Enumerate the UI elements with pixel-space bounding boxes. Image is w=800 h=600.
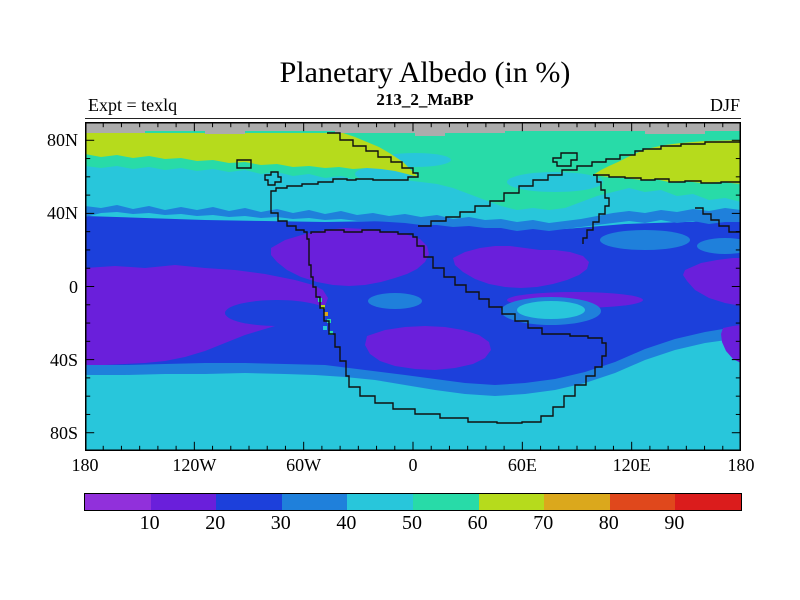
mountain-speck [321,305,325,309]
lon-tick-label: 120E [612,455,651,475]
colorbar-segment [675,494,741,510]
colorbar-segment [347,494,413,510]
colorbar-tick-label: 70 [533,512,554,534]
band-yellowgreen-east [593,140,741,184]
band-midblue-north [85,205,741,231]
axis-ticks [86,123,740,450]
coastline [593,174,741,184]
lat-tick-label: 80S [49,422,78,443]
band-yellowgreen-west [85,133,418,177]
colorbar-tick-label: 30 [270,512,291,534]
lat-tick-label: 40N [47,203,78,224]
season-label: DJF [709,95,740,115]
coastline [270,132,607,424]
colorbar-segment [281,494,348,510]
lat-tick-label: 80N [47,130,78,151]
mountain-speck [324,312,328,316]
coast-islet-box [236,159,252,169]
lon-tick-label: 60W [286,455,322,475]
colorbar-segment [478,494,545,510]
colorbar-tick-label: 40 [336,512,357,534]
colorbar-tick-label: 10 [139,512,160,534]
midblue-patch [697,238,741,254]
violet-south-central [365,326,491,370]
colorbar-segment [544,494,610,510]
coastline [418,140,741,227]
lat-tick-label: 0 [69,276,78,297]
colorbar-segment [216,494,282,510]
contour-map [85,122,741,451]
colorbar-tick-label: 20 [205,512,226,534]
contour-map-svg [85,122,741,451]
colorbar-segment [609,494,676,510]
violet-northeast [453,246,589,288]
coast-islet [264,171,282,186]
colorbar-segment [412,494,479,510]
colorbar-segment [150,494,217,510]
coastline-outlines [236,132,741,424]
lat-tick-label: 40S [49,349,78,370]
lon-tick-label: 0 [408,455,418,475]
colorbar [84,493,742,511]
mountain-speck [329,331,333,335]
coastline [695,207,741,235]
plot-title: Planetary Albedo (in %) [279,56,571,89]
cyan-lens [517,301,585,319]
colorbar-tick-label: 60 [467,512,488,534]
lon-tick-label: 180 [727,455,755,475]
colorbar-tick-label: 50 [402,512,422,534]
plot-subtitle: 213_2_MaBP [376,90,474,109]
lon-tick-label: 120W [172,455,217,475]
coast-islet-box-ne [552,152,578,167]
colorbar-segment [85,494,151,510]
colorbar-tick-label: 90 [664,512,685,534]
lon-tick-label: 180 [71,455,99,475]
lon-tick-label: 60E [507,455,537,475]
violet-west-equatorial [85,265,328,365]
band-midblue-south [85,326,741,396]
violet-southeast-edge [721,325,741,363]
violet-far-east [683,258,741,306]
blue-wedge [225,300,329,326]
colorbar-tick-label: 80 [598,512,619,534]
midblue-patch [600,230,690,250]
experiment-label: Expt = texlq [88,95,178,115]
header-rule [85,118,741,119]
mountain-speck [323,326,327,330]
map-frame [85,122,741,451]
coastline [582,174,610,244]
cyan-patch [507,172,603,192]
midblue-patch [368,293,422,309]
